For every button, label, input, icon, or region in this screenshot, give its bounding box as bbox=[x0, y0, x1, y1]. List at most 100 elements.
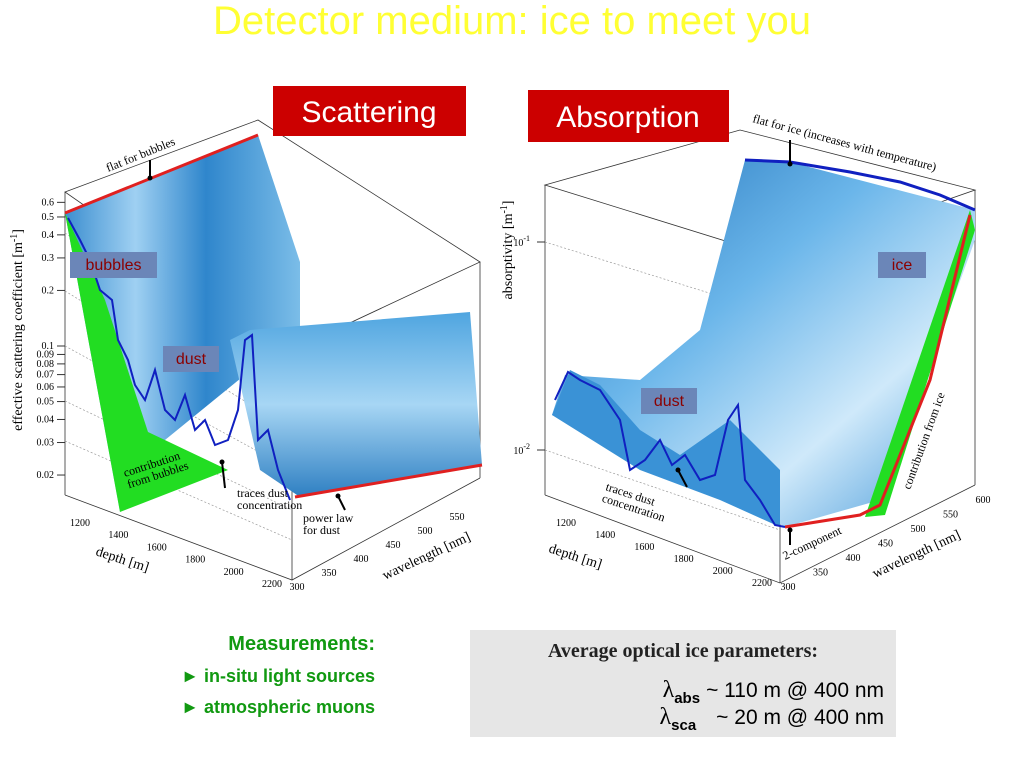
power-law-line bbox=[294, 463, 483, 499]
label-close: ] bbox=[501, 201, 516, 206]
axis-tick-label: 1600 bbox=[147, 542, 167, 553]
y-tick-label: 0.5 bbox=[42, 212, 55, 223]
parameter-row: λsca ~ 20 m @ 400 nm bbox=[660, 704, 885, 734]
axis-tick-label: 2000 bbox=[224, 567, 244, 578]
flat-line bbox=[744, 158, 976, 212]
y-tick-label: 0.06 bbox=[37, 382, 55, 393]
value: ~ 20 m @ 400 nm bbox=[716, 706, 884, 729]
axis-tick-label: 450 bbox=[386, 540, 401, 551]
annotation-box bbox=[70, 252, 157, 278]
annotation: concentration bbox=[237, 498, 302, 512]
arrow-head bbox=[675, 467, 681, 473]
symbol: λ bbox=[663, 677, 675, 703]
y-tick-label: 0.07 bbox=[37, 370, 55, 381]
value: ~ 110 m @ 400 nm bbox=[706, 679, 884, 702]
arrow-head bbox=[219, 459, 225, 465]
arrow bbox=[677, 469, 688, 488]
annotation: ice bbox=[892, 257, 913, 274]
dust-profile bbox=[67, 217, 291, 501]
axis-label: depth [m] bbox=[94, 545, 151, 576]
y-tick-label: 0.04 bbox=[37, 414, 55, 425]
axis-tick-label: 1600 bbox=[634, 542, 654, 553]
subscript: abs bbox=[674, 690, 700, 707]
annotation-box bbox=[878, 252, 926, 278]
axis-tick-label: 600 bbox=[976, 495, 991, 506]
panel-label: Absorption bbox=[556, 101, 699, 134]
axis-tick-label: 500 bbox=[911, 524, 926, 535]
annotation: for dust bbox=[303, 523, 341, 537]
annotation: dust bbox=[176, 351, 207, 368]
arrow bbox=[337, 495, 346, 511]
scattering-plot bbox=[64, 119, 483, 581]
axis-tick-label: 350 bbox=[322, 568, 337, 579]
axis-tick-label: 1800 bbox=[674, 554, 694, 565]
axis-tick-label: 1400 bbox=[108, 530, 128, 541]
axis-tick-label: 300 bbox=[290, 582, 305, 593]
bubble-contribution bbox=[65, 213, 228, 512]
tick-exp: -1 bbox=[523, 234, 530, 243]
annotation-box bbox=[163, 346, 219, 372]
axis-tick-label: 400 bbox=[354, 554, 369, 565]
arrow bbox=[221, 461, 226, 489]
tick-exp: -2 bbox=[523, 442, 530, 451]
axis-label: wavelength [nm] bbox=[870, 528, 963, 582]
y-axis-label: absorptivity [m-1] bbox=[499, 201, 516, 300]
annotation: traces dust bbox=[237, 486, 289, 500]
absorption-plot bbox=[543, 129, 977, 584]
y-tick-label: 0.4 bbox=[42, 230, 55, 241]
tick-base: 10 bbox=[513, 238, 523, 249]
y-tick-label: 0.02 bbox=[37, 470, 55, 481]
annotation: bubbles bbox=[85, 257, 141, 274]
arrow-head bbox=[787, 161, 793, 167]
measurement-item: ► atmospheric muons bbox=[181, 697, 375, 717]
y-tick-label: 10-1 bbox=[513, 234, 530, 249]
arrow-head bbox=[335, 493, 341, 499]
panel-label: Scattering bbox=[301, 96, 436, 129]
slide-title: Detector medium: ice to meet you bbox=[213, 0, 811, 43]
two-component-line bbox=[784, 214, 972, 529]
axis-tick-label: 500 bbox=[418, 526, 433, 537]
ice-contribution bbox=[865, 210, 975, 517]
axis-tick-label: 350 bbox=[813, 568, 828, 579]
axis-tick-label: 2200 bbox=[262, 579, 282, 590]
label-sup: -1 bbox=[499, 205, 510, 213]
label-text: absorptivity [m bbox=[501, 213, 516, 299]
measurements-heading: Measurements: bbox=[228, 633, 375, 655]
label-box bbox=[528, 90, 729, 142]
axis-tick-label: 1800 bbox=[185, 555, 205, 566]
measurement-item: ► in-situ light sources bbox=[181, 666, 375, 686]
y-tick-label: 0.03 bbox=[37, 438, 55, 449]
parameters-heading: Average optical ice parameters: bbox=[548, 640, 818, 662]
parameter-row: λabs ~ 110 m @ 400 nm bbox=[663, 677, 884, 707]
parameters-box bbox=[470, 630, 896, 737]
symbol: λ bbox=[660, 704, 672, 730]
axis-label: depth [m] bbox=[547, 542, 604, 573]
y-tick-label: 0.6 bbox=[42, 197, 55, 208]
annotation-box bbox=[641, 388, 697, 414]
axis-tick-label: 1200 bbox=[556, 518, 576, 529]
dust-surface bbox=[552, 370, 780, 527]
axis-tick-label: 2200 bbox=[752, 578, 772, 589]
label-close: ] bbox=[11, 229, 26, 234]
flat-line bbox=[64, 133, 259, 215]
arrow-head bbox=[787, 527, 793, 533]
surface bbox=[552, 160, 975, 527]
axis-tick-label: 300 bbox=[781, 582, 796, 593]
annotation: power law bbox=[303, 511, 354, 525]
y-tick-label: 10-2 bbox=[513, 442, 530, 457]
axis-tick-label: 2000 bbox=[713, 566, 733, 577]
axis-tick-label: 550 bbox=[943, 510, 958, 521]
y-tick-label: 0.1 bbox=[42, 341, 55, 352]
tick-base: 10 bbox=[513, 446, 523, 457]
axis-tick-label: 450 bbox=[878, 539, 893, 550]
y-tick-label: 0.3 bbox=[42, 253, 55, 264]
arrow-head bbox=[147, 175, 153, 181]
y-axis-label: effective scattering coefficient [m-1] bbox=[9, 229, 26, 431]
axis-tick-label: 1400 bbox=[595, 530, 615, 541]
subscript: sca bbox=[671, 717, 697, 734]
y-tick-label: 0.09 bbox=[37, 349, 55, 360]
axis-label: wavelength [nm] bbox=[380, 530, 473, 584]
axis-tick-label: 550 bbox=[450, 512, 465, 523]
y-tick-label: 0.08 bbox=[37, 359, 55, 370]
